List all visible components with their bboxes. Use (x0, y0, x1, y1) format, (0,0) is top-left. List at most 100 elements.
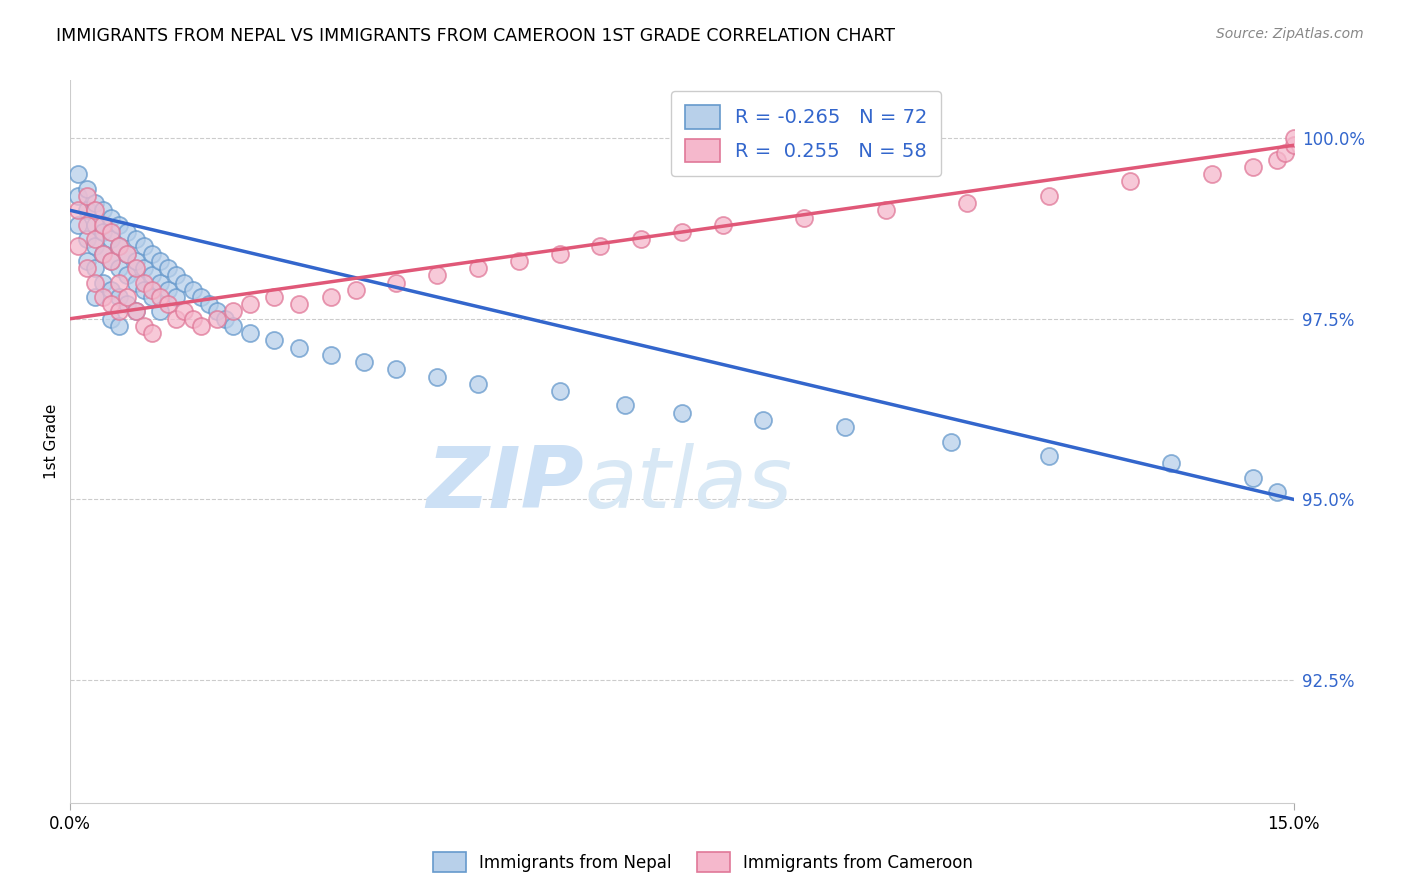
Point (239, 297, 262, 311)
Point (165, 268, 187, 283)
Point (108, 304, 131, 318)
Point (108, 276, 131, 290)
Point (132, 276, 155, 290)
Point (141, 290, 163, 304)
Point (91, 290, 114, 304)
Point (321, 290, 343, 304)
Point (67, 189, 90, 203)
Point (100, 311, 122, 326)
Point (76, 218, 98, 232)
Point (83, 218, 105, 232)
Point (157, 297, 180, 311)
Point (508, 253, 530, 268)
Point (100, 253, 122, 268)
Point (124, 232, 146, 246)
Point (548, 246, 571, 260)
Point (426, 268, 449, 283)
Point (1241, 471, 1264, 485)
Point (91, 218, 114, 232)
Point (1160, 456, 1182, 470)
Text: Source: ZipAtlas.com: Source: ZipAtlas.com (1216, 27, 1364, 41)
Text: ZIP: ZIP (426, 443, 583, 526)
Legend: Immigrants from Nepal, Immigrants from Cameroon: Immigrants from Nepal, Immigrants from C… (426, 846, 980, 879)
Point (589, 239, 612, 253)
Point (222, 318, 245, 333)
Point (108, 318, 131, 333)
Point (108, 239, 131, 253)
Point (100, 283, 122, 297)
Point (67, 239, 90, 253)
Point (108, 261, 131, 276)
Point (344, 283, 367, 297)
Point (956, 196, 979, 211)
Point (198, 297, 221, 311)
Point (630, 232, 652, 246)
Point (117, 246, 139, 260)
Point (263, 290, 285, 304)
Point (124, 253, 146, 268)
Point (793, 211, 815, 225)
Point (181, 283, 204, 297)
Point (100, 225, 122, 239)
Point (287, 341, 309, 355)
Point (67, 218, 90, 232)
Point (67, 167, 90, 181)
Point (117, 246, 139, 260)
Point (752, 413, 775, 427)
Point (83, 239, 105, 253)
Point (149, 276, 172, 290)
Y-axis label: 1st Grade: 1st Grade (44, 404, 59, 479)
Point (124, 304, 146, 318)
Point (132, 261, 155, 276)
Point (173, 304, 195, 318)
Point (190, 290, 212, 304)
Point (834, 420, 856, 434)
Point (157, 261, 180, 276)
Point (711, 218, 734, 232)
Point (108, 239, 131, 253)
Point (124, 261, 146, 276)
Point (385, 276, 408, 290)
Point (157, 283, 180, 297)
Point (83, 196, 105, 211)
Point (117, 268, 139, 283)
Point (385, 362, 408, 376)
Point (124, 304, 146, 318)
Point (287, 297, 309, 311)
Point (467, 376, 489, 391)
Point (1265, 485, 1288, 500)
Point (141, 268, 163, 283)
Point (83, 203, 105, 218)
Point (100, 297, 122, 311)
Point (671, 406, 693, 420)
Point (165, 311, 187, 326)
Point (426, 369, 449, 384)
Point (1265, 153, 1288, 167)
Point (190, 318, 212, 333)
Point (173, 276, 195, 290)
Point (149, 253, 172, 268)
Point (1119, 174, 1142, 188)
Point (1201, 167, 1223, 181)
Point (91, 246, 114, 260)
Point (149, 290, 172, 304)
Point (1282, 131, 1305, 145)
Text: IMMIGRANTS FROM NEPAL VS IMMIGRANTS FROM CAMEROON 1ST GRADE CORRELATION CHART: IMMIGRANTS FROM NEPAL VS IMMIGRANTS FROM… (56, 27, 896, 45)
Point (83, 290, 105, 304)
Point (141, 246, 163, 260)
Point (91, 203, 114, 218)
Point (263, 334, 285, 348)
Point (1274, 145, 1296, 160)
Point (141, 283, 163, 297)
Point (117, 225, 139, 239)
Point (613, 398, 636, 412)
Point (67, 203, 90, 218)
Text: atlas: atlas (583, 443, 792, 526)
Point (222, 304, 245, 318)
Point (91, 276, 114, 290)
Point (205, 311, 228, 326)
Point (83, 261, 105, 276)
Point (100, 253, 122, 268)
Point (132, 283, 155, 297)
Point (76, 253, 98, 268)
